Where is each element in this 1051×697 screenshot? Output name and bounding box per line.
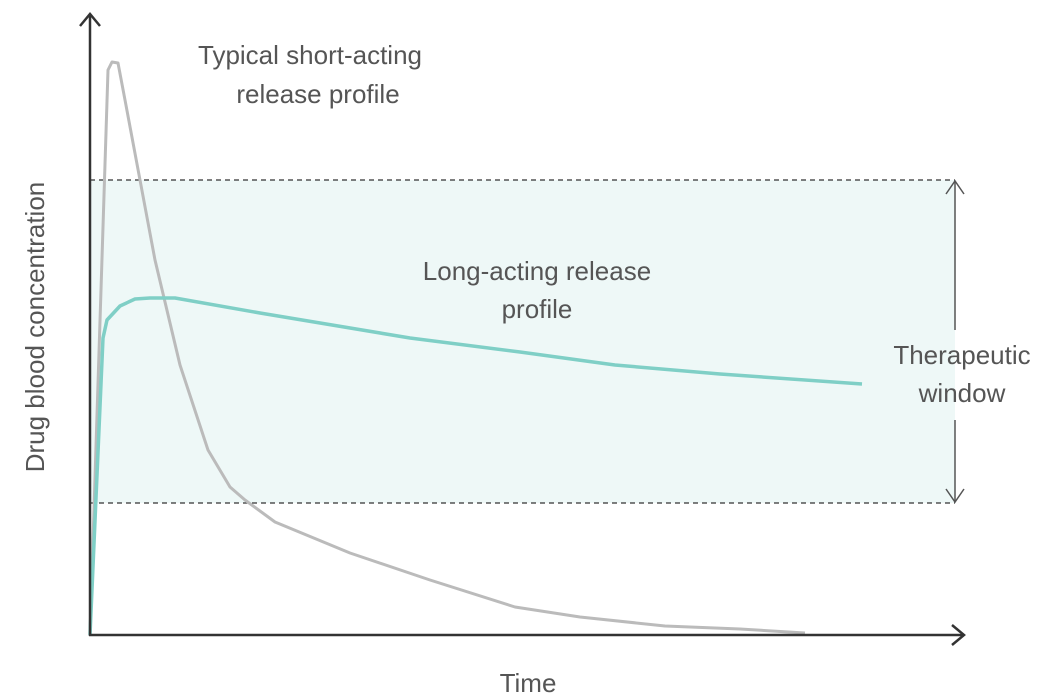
annotation: profile xyxy=(502,294,573,324)
annotation: Typical short-acting xyxy=(198,40,422,70)
window-arrow xyxy=(945,179,965,504)
therapeutic-band xyxy=(90,180,955,503)
annotation: Long-acting release xyxy=(423,256,651,286)
long-acting-curve xyxy=(88,296,863,636)
y-axis-label: Drug blood concentration xyxy=(20,182,50,473)
annotation: window xyxy=(918,378,1006,408)
short-acting-curve xyxy=(88,60,806,636)
axes xyxy=(79,12,966,646)
x-axis-label: Time xyxy=(500,668,557,697)
annotation: release profile xyxy=(236,79,399,109)
annotation: Therapeutic xyxy=(893,340,1030,370)
